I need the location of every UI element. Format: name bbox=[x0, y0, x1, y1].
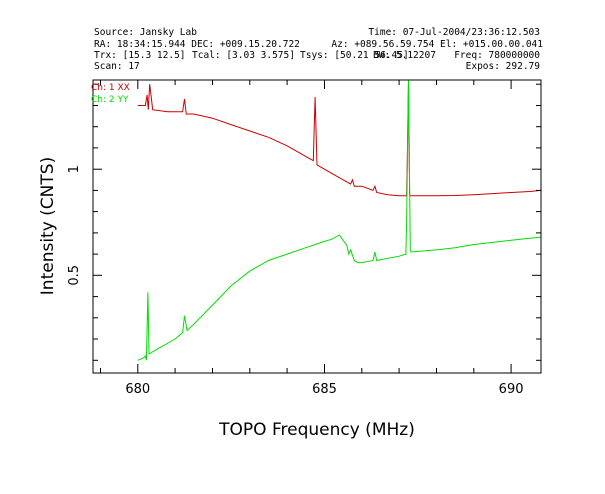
header-azel: Az: +089.56.59.754 El: +015.00.00.041 bbox=[331, 39, 543, 50]
x-tick-label: 690 bbox=[499, 382, 524, 397]
header-tcal: Tcal: [3.03 3.575] bbox=[192, 50, 295, 61]
header-radec: RA: 18:34:15.944 DEC: +009.15.20.722 bbox=[94, 39, 300, 50]
series-line-ch2 bbox=[137, 79, 542, 361]
header-expos: Expos: 292.79 bbox=[465, 61, 540, 72]
x-axis-label: TOPO Frequency (MHz) bbox=[218, 420, 415, 440]
header-bw: BW: 5.12207 bbox=[373, 50, 436, 61]
traces-layer bbox=[137, 79, 542, 361]
plot-frame bbox=[92, 79, 542, 374]
series-line-ch1 bbox=[137, 79, 542, 197]
x-tick-label: 680 bbox=[125, 382, 150, 397]
header-trx: Trx: [15.3 12.5] bbox=[94, 50, 186, 61]
header-freq: Freq: 780000000 bbox=[454, 50, 540, 61]
header-tsys: Tsys: [50.21 56.45] bbox=[300, 50, 409, 61]
legend-ch2: Ch: 2 YY bbox=[91, 95, 129, 105]
y-tick-label: 1 bbox=[67, 165, 82, 173]
legend-ch1: Ch: 1 XX bbox=[91, 83, 130, 93]
tick-labels-layer: 680 685 690 0.5 1 bbox=[67, 165, 524, 397]
x-tick-label: 685 bbox=[312, 382, 337, 397]
header-scan: Scan: 17 bbox=[94, 61, 140, 72]
y-tick-label: 0.5 bbox=[67, 265, 82, 286]
header-source: Source: Jansky Lab bbox=[94, 27, 197, 38]
ticks-layer bbox=[93, 80, 541, 373]
header-time: Time: 07-Jul-2004/23:36:12.503 bbox=[368, 27, 540, 38]
y-axis-label: Intensity (CNTS) bbox=[38, 157, 58, 295]
